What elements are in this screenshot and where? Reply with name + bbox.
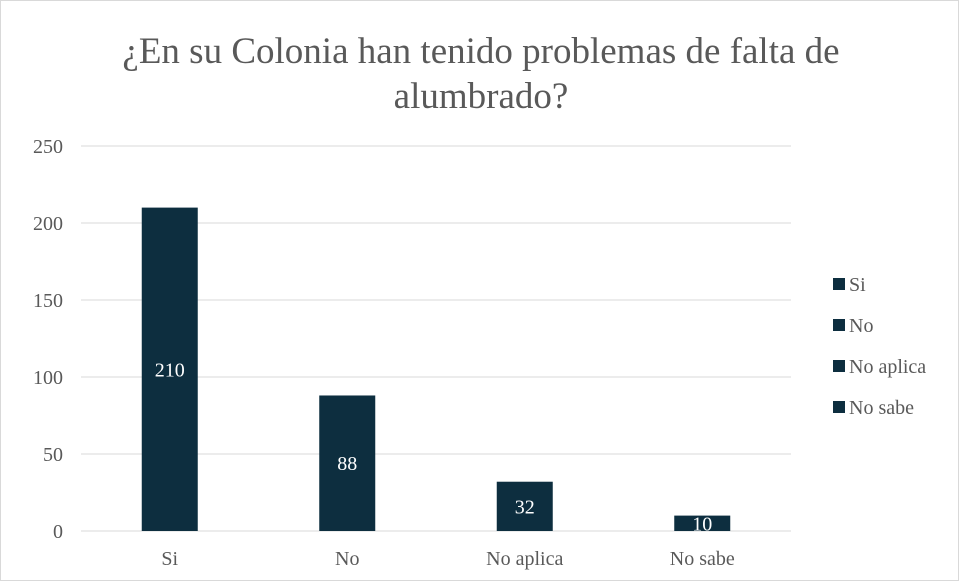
gridlines [81, 145, 791, 532]
data-label: 210 [155, 359, 185, 381]
legend-label: No [849, 315, 873, 337]
bar-no [319, 395, 376, 531]
bar-no-sabe [674, 515, 731, 531]
y-tick-label: 150 [33, 290, 63, 312]
legend-swatch [833, 319, 845, 331]
y-tick-label: 0 [53, 521, 63, 543]
x-tick-label: Si [161, 548, 178, 570]
legend-swatch [833, 278, 845, 290]
chart-title: ¿En su Colonia han tenido problemas de f… [122, 31, 839, 117]
y-tick-label: 50 [43, 444, 63, 466]
y-axis-tick-labels: 0 50 100 150 200 250 [33, 136, 63, 543]
x-axis-tick-labels: Si No No aplica No sabe [161, 548, 734, 570]
data-label: 32 [515, 496, 535, 518]
y-tick-label: 250 [33, 136, 63, 158]
chart-title-line-1: ¿En su Colonia han tenido problemas de f… [122, 31, 839, 72]
x-tick-label: No aplica [486, 548, 563, 570]
data-label: 88 [337, 453, 357, 475]
bars: 210 88 32 10 [141, 207, 731, 535]
y-tick-label: 200 [33, 213, 63, 235]
legend-swatch [833, 360, 845, 372]
legend: Si No No aplica No sabe [833, 274, 926, 419]
data-label: 10 [692, 513, 712, 535]
legend-label: Si [849, 274, 866, 296]
legend-label: No aplica [849, 356, 926, 378]
chart-title-line-2: alumbrado? [394, 76, 569, 117]
legend-swatch [833, 401, 845, 413]
x-tick-label: No sabe [670, 548, 735, 570]
bar-si [141, 207, 198, 531]
legend-label: No sabe [849, 397, 914, 419]
y-tick-label: 100 [33, 367, 63, 389]
x-tick-label: No [335, 548, 359, 570]
bar-no-aplica [496, 481, 553, 531]
